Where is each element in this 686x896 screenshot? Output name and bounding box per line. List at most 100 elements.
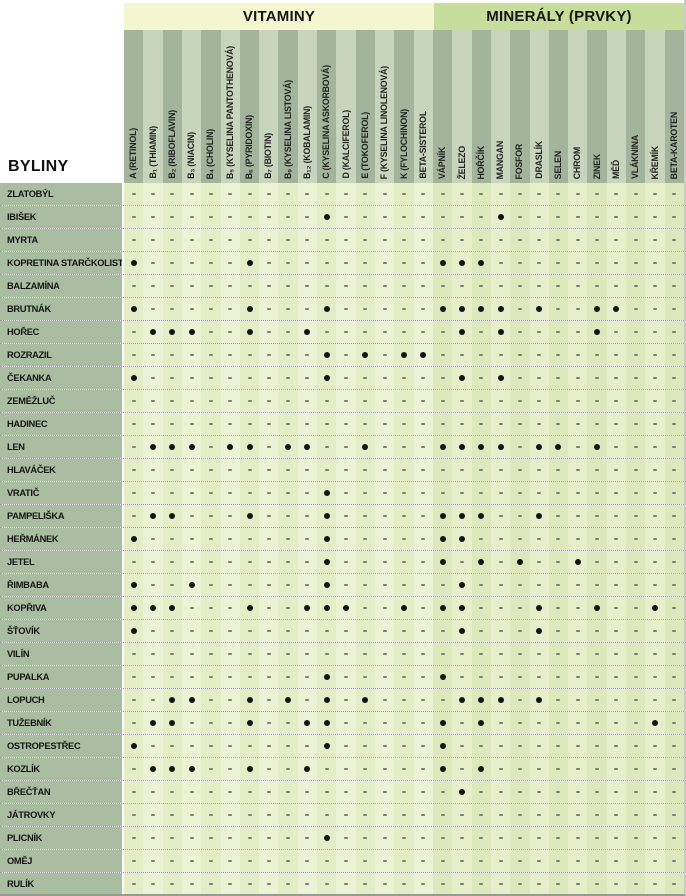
- absent-dash-marker: [479, 354, 484, 356]
- absent-dash-marker: [537, 860, 542, 862]
- absent-dash-marker: [633, 561, 638, 563]
- absent-dash-marker: [653, 745, 658, 747]
- matrix-cell: [336, 344, 356, 366]
- matrix-cell: [143, 620, 163, 642]
- absent-dash-marker: [228, 193, 233, 195]
- matrix-cell: [201, 183, 221, 205]
- row-label: MYRTA: [0, 229, 124, 251]
- absent-dash-marker: [575, 377, 580, 379]
- absent-dash-marker: [401, 400, 406, 402]
- absent-dash-marker: [189, 630, 194, 632]
- absent-dash-marker: [459, 216, 464, 218]
- matrix-cell: [297, 781, 318, 803]
- matrix-cell: [606, 183, 627, 205]
- matrix-cell: [162, 505, 182, 527]
- matrix-cell: [529, 367, 549, 389]
- matrix-cell: [645, 275, 665, 297]
- matrix-cell: [317, 482, 337, 504]
- absent-dash-marker: [208, 354, 213, 356]
- matrix-cell: [317, 850, 337, 872]
- matrix-cell: [124, 436, 144, 458]
- matrix-cell: [626, 482, 646, 504]
- absent-dash-marker: [266, 538, 271, 540]
- matrix-cell: [568, 206, 588, 228]
- matrix-cell: [317, 873, 337, 894]
- absent-dash-marker: [653, 860, 658, 862]
- matrix-cell: [317, 758, 337, 780]
- present-dot-marker: [169, 513, 176, 519]
- matrix-cell: [355, 482, 376, 504]
- absent-dash-marker: [189, 423, 194, 425]
- matrix-cell: [375, 689, 395, 711]
- column-header-label: D (KALCIFEROL): [340, 110, 351, 179]
- matrix-cell: [645, 528, 665, 550]
- matrix-cell: [220, 528, 240, 550]
- absent-dash-marker: [382, 469, 387, 471]
- absent-dash-marker: [421, 262, 426, 264]
- absent-dash-marker: [266, 722, 271, 724]
- absent-dash-marker: [517, 193, 522, 195]
- matrix-cell: [510, 827, 530, 849]
- column-header: B₅ (KYSELINA PANTOTHENOVÁ): [220, 30, 240, 183]
- absent-dash-marker: [305, 354, 310, 356]
- absent-dash-marker: [266, 699, 271, 701]
- absent-dash-marker: [208, 883, 213, 885]
- absent-dash-marker: [537, 653, 542, 655]
- matrix-cell: [375, 850, 395, 872]
- matrix-cell: [452, 574, 472, 596]
- matrix-cell: [471, 758, 491, 780]
- absent-dash-marker: [189, 561, 194, 563]
- matrix-cell: [143, 390, 163, 412]
- matrix-cell: [471, 574, 491, 596]
- absent-dash-marker: [247, 469, 252, 471]
- present-dot-marker: [594, 444, 601, 450]
- matrix-cell: [239, 551, 260, 573]
- absent-dash-marker: [556, 791, 561, 793]
- absent-dash-marker: [575, 745, 580, 747]
- absent-dash-marker: [498, 354, 503, 356]
- absent-dash-marker: [170, 630, 175, 632]
- column-header-label: C (KYSELINA ASKORBOVÁ): [321, 65, 332, 179]
- absent-dash-marker: [382, 699, 387, 701]
- matrix-cell: [375, 735, 395, 757]
- absent-dash-marker: [131, 354, 136, 356]
- row-cells: [124, 781, 684, 803]
- matrix-cell: [606, 689, 627, 711]
- matrix-cell: [529, 183, 549, 205]
- matrix-cell: [529, 873, 549, 894]
- absent-dash-marker: [382, 423, 387, 425]
- absent-dash-marker: [440, 354, 445, 356]
- matrix-cell: [471, 528, 491, 550]
- absent-dash-marker: [537, 837, 542, 839]
- absent-dash-marker: [537, 216, 542, 218]
- absent-dash-marker: [401, 515, 406, 517]
- absent-dash-marker: [556, 469, 561, 471]
- absent-dash-marker: [382, 308, 387, 310]
- matrix-cell: [220, 229, 240, 251]
- table-row: ŠŤOVÍK: [0, 620, 684, 643]
- absent-dash-marker: [150, 837, 155, 839]
- matrix-cell: [432, 804, 453, 826]
- matrix-cell: [297, 689, 318, 711]
- matrix-cell: [606, 229, 627, 251]
- matrix-cell: [664, 873, 684, 894]
- absent-dash-marker: [131, 469, 136, 471]
- matrix-cell: [278, 275, 298, 297]
- matrix-cell: [452, 252, 472, 274]
- absent-dash-marker: [401, 814, 406, 816]
- matrix-cell: [452, 850, 472, 872]
- absent-dash-marker: [556, 193, 561, 195]
- matrix-cell: [587, 252, 607, 274]
- matrix-cell: [143, 229, 163, 251]
- absent-dash-marker: [498, 239, 503, 241]
- absent-dash-marker: [228, 423, 233, 425]
- absent-dash-marker: [575, 883, 580, 885]
- absent-dash-marker: [633, 285, 638, 287]
- matrix-cell: [355, 712, 376, 734]
- absent-dash-marker: [653, 699, 658, 701]
- absent-dash-marker: [556, 584, 561, 586]
- matrix-cell: [239, 735, 260, 757]
- absent-dash-marker: [150, 538, 155, 540]
- absent-dash-marker: [189, 837, 194, 839]
- absent-dash-marker: [440, 423, 445, 425]
